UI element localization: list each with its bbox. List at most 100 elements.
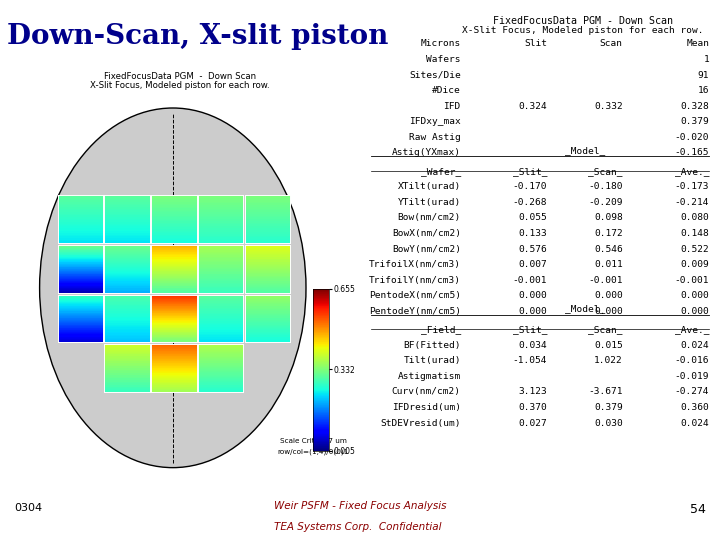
Text: 0.576: 0.576 bbox=[518, 245, 547, 254]
Text: 0304: 0304 bbox=[14, 503, 42, 514]
Text: 0.024: 0.024 bbox=[680, 341, 709, 350]
Text: 0.011: 0.011 bbox=[594, 260, 623, 269]
Text: 0.379: 0.379 bbox=[680, 117, 709, 126]
Text: _Wafer_: _Wafer_ bbox=[420, 167, 461, 176]
Text: Scan: Scan bbox=[600, 39, 623, 48]
Text: 0.027: 0.027 bbox=[518, 418, 547, 428]
Text: 0.080: 0.080 bbox=[680, 213, 709, 222]
Text: 0.030: 0.030 bbox=[594, 418, 623, 428]
Text: YTilt(urad): YTilt(urad) bbox=[397, 198, 461, 207]
Text: 0.000: 0.000 bbox=[594, 307, 623, 316]
Text: TrifoilY(nm/cm3): TrifoilY(nm/cm3) bbox=[369, 276, 461, 285]
Text: IFDresid(um): IFDresid(um) bbox=[392, 403, 461, 412]
Text: 0.000: 0.000 bbox=[518, 307, 547, 316]
Text: -0.165: -0.165 bbox=[675, 148, 709, 157]
Text: row/col=(1,4)/0(0)1: row/col=(1,4)/0(0)1 bbox=[278, 448, 348, 455]
Text: -0.001: -0.001 bbox=[675, 276, 709, 285]
Text: 0.000: 0.000 bbox=[680, 307, 709, 316]
Text: Raw Astig: Raw Astig bbox=[409, 133, 461, 142]
Text: Slit: Slit bbox=[524, 39, 547, 48]
Text: 1.022: 1.022 bbox=[594, 356, 623, 366]
Text: 0.324: 0.324 bbox=[518, 102, 547, 111]
Text: -0.268: -0.268 bbox=[513, 198, 547, 207]
Text: 0.522: 0.522 bbox=[680, 245, 709, 254]
Text: Sites/Die: Sites/Die bbox=[409, 71, 461, 79]
Text: Astigmatism: Astigmatism bbox=[397, 372, 461, 381]
Text: 0.328: 0.328 bbox=[680, 102, 709, 111]
Text: FixedFocusData PGM  -  Down Scan: FixedFocusData PGM - Down Scan bbox=[104, 71, 256, 80]
Text: FixedFocusData PGM - Down Scan: FixedFocusData PGM - Down Scan bbox=[493, 16, 673, 26]
Text: 0.332: 0.332 bbox=[594, 102, 623, 111]
Text: -1.054: -1.054 bbox=[513, 356, 547, 366]
Text: -0.170: -0.170 bbox=[513, 183, 547, 191]
Text: -0.209: -0.209 bbox=[588, 198, 623, 207]
Text: 0.172: 0.172 bbox=[594, 229, 623, 238]
Text: 0.015: 0.015 bbox=[594, 341, 623, 350]
Text: X-Slit Focus, Modeled piston for each row.: X-Slit Focus, Modeled piston for each ro… bbox=[462, 26, 704, 35]
Circle shape bbox=[40, 108, 306, 468]
Text: 0.055: 0.055 bbox=[518, 213, 547, 222]
Text: -0.019: -0.019 bbox=[675, 372, 709, 381]
Text: 3.123: 3.123 bbox=[518, 388, 547, 396]
Text: 0.133: 0.133 bbox=[518, 229, 547, 238]
Text: 0.098: 0.098 bbox=[594, 213, 623, 222]
Text: PentodeX(nm/cm5): PentodeX(nm/cm5) bbox=[369, 291, 461, 300]
Text: XTilt(urad): XTilt(urad) bbox=[397, 183, 461, 191]
Text: 0.546: 0.546 bbox=[594, 245, 623, 254]
Text: _Scan_: _Scan_ bbox=[588, 167, 623, 176]
Text: Wafers: Wafers bbox=[426, 55, 461, 64]
Text: 16: 16 bbox=[698, 86, 709, 95]
Text: -0.274: -0.274 bbox=[675, 388, 709, 396]
Text: _Model_: _Model_ bbox=[565, 305, 605, 314]
Text: 91: 91 bbox=[698, 71, 709, 79]
Text: 1: 1 bbox=[703, 55, 709, 64]
Text: -0.180: -0.180 bbox=[588, 183, 623, 191]
Text: -0.001: -0.001 bbox=[513, 276, 547, 285]
Text: _Slit_: _Slit_ bbox=[513, 325, 547, 334]
Text: Astig(YXmax): Astig(YXmax) bbox=[392, 148, 461, 157]
Text: StDEVresid(um): StDEVresid(um) bbox=[380, 418, 461, 428]
Text: -0.020: -0.020 bbox=[675, 133, 709, 142]
Text: -0.001: -0.001 bbox=[588, 276, 623, 285]
Text: BowX(nm/cm2): BowX(nm/cm2) bbox=[392, 229, 461, 238]
Text: 0.024: 0.024 bbox=[680, 418, 709, 428]
Text: Mean: Mean bbox=[686, 39, 709, 48]
Text: _Slit_: _Slit_ bbox=[513, 167, 547, 176]
Text: 0.000: 0.000 bbox=[518, 291, 547, 300]
Text: Scale Crit 0.07 um: Scale Crit 0.07 um bbox=[280, 438, 346, 444]
Text: 0.370: 0.370 bbox=[518, 403, 547, 412]
Text: IFD: IFD bbox=[444, 102, 461, 111]
Text: 0.000: 0.000 bbox=[594, 291, 623, 300]
Text: Curv(nm/cm2): Curv(nm/cm2) bbox=[392, 388, 461, 396]
Text: 0.007: 0.007 bbox=[518, 260, 547, 269]
Text: TrifoilX(nm/cm3): TrifoilX(nm/cm3) bbox=[369, 260, 461, 269]
Text: Microns: Microns bbox=[420, 39, 461, 48]
Text: 0.360: 0.360 bbox=[680, 403, 709, 412]
Text: -0.214: -0.214 bbox=[675, 198, 709, 207]
Text: Down-Scan, X-slit piston: Down-Scan, X-slit piston bbox=[7, 23, 389, 50]
Text: Bow(nm/cm2): Bow(nm/cm2) bbox=[397, 213, 461, 222]
Text: Weir PSFM - Fixed Focus Analysis: Weir PSFM - Fixed Focus Analysis bbox=[274, 501, 446, 511]
Text: X-Slit Focus, Modeled piston for each row.: X-Slit Focus, Modeled piston for each ro… bbox=[90, 81, 270, 90]
Text: 0.379: 0.379 bbox=[594, 403, 623, 412]
Text: _Ave._: _Ave._ bbox=[675, 325, 709, 334]
Text: Tilt(urad): Tilt(urad) bbox=[403, 356, 461, 366]
Text: PentodeY(nm/cm5): PentodeY(nm/cm5) bbox=[369, 307, 461, 316]
Text: 0.009: 0.009 bbox=[680, 260, 709, 269]
Text: _Scan_: _Scan_ bbox=[588, 325, 623, 334]
Text: _Model_: _Model_ bbox=[565, 146, 605, 155]
Text: _Field_: _Field_ bbox=[420, 325, 461, 334]
Text: 0.000: 0.000 bbox=[680, 291, 709, 300]
Text: 54: 54 bbox=[690, 503, 706, 516]
Text: 0.148: 0.148 bbox=[680, 229, 709, 238]
Text: BowY(nm/cm2): BowY(nm/cm2) bbox=[392, 245, 461, 254]
Text: -0.173: -0.173 bbox=[675, 183, 709, 191]
Text: BF(Fitted): BF(Fitted) bbox=[403, 341, 461, 350]
Text: 0.034: 0.034 bbox=[518, 341, 547, 350]
Text: -0.016: -0.016 bbox=[675, 356, 709, 366]
Text: IFDxy_max: IFDxy_max bbox=[409, 117, 461, 126]
Text: -3.671: -3.671 bbox=[588, 388, 623, 396]
Text: _Ave._: _Ave._ bbox=[675, 167, 709, 176]
Text: TEA Systems Corp.  Confidential: TEA Systems Corp. Confidential bbox=[274, 522, 441, 532]
Text: #Dice: #Dice bbox=[432, 86, 461, 95]
